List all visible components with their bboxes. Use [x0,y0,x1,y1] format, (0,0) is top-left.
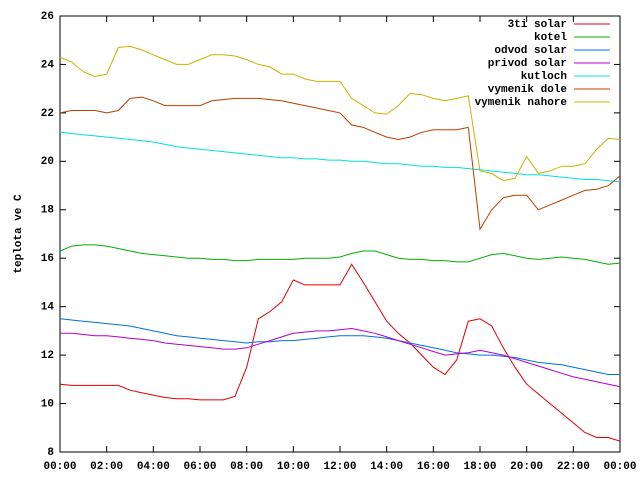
y-tick-label: 26 [41,11,54,23]
legend-label: kutloch [521,71,567,83]
legend-label: vymenik nahore [475,97,568,109]
y-tick-label: 8 [47,447,54,459]
x-tick-label: 22:00 [557,461,590,473]
x-tick-label: 02:00 [90,461,123,473]
x-tick-label: 10:00 [277,461,310,473]
y-tick-label: 22 [41,108,54,120]
y-tick-label: 12 [41,350,54,362]
y-tick-label: 16 [41,253,54,265]
x-tick-label: 00:00 [43,461,76,473]
x-tick-label: 16:00 [417,461,450,473]
x-tick-label: 14:00 [370,461,403,473]
legend-label: kotel [534,32,567,44]
y-tick-label: 14 [41,302,55,314]
series-line [59,318,620,375]
x-tick-label: 00:00 [603,461,636,473]
legend-label: 3ti solar [508,19,567,31]
x-tick-label: 12:00 [323,461,356,473]
y-tick-label: 24 [41,59,55,71]
series-line [59,244,621,265]
x-tick-label: 18:00 [463,461,496,473]
x-tick-label: 04:00 [137,461,170,473]
series-line [59,263,621,442]
series-line [59,45,621,182]
series-line [60,327,621,388]
series-line [59,131,621,183]
x-tick-label: 06:00 [183,461,216,473]
y-tick-label: 10 [41,398,54,410]
y-tick-label: 18 [41,205,55,217]
legend-label: vymenik dole [488,84,568,96]
legend-label: odvod solar [494,45,567,57]
x-tick-label: 20:00 [510,461,543,473]
y-axis-label: teplota ve C [13,194,25,274]
plot-border [59,15,621,453]
legend-label: privod solar [488,58,567,70]
x-tick-label: 08:00 [230,461,263,473]
y-tick-label: 20 [41,156,54,168]
series-line [59,96,621,231]
